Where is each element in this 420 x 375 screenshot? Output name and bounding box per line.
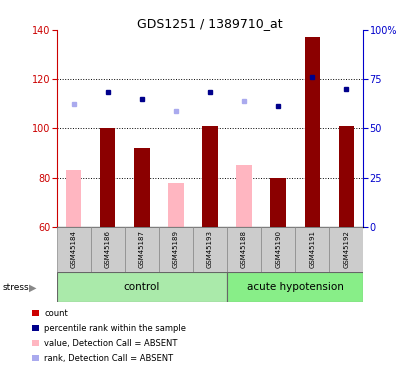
Text: percentile rank within the sample: percentile rank within the sample bbox=[44, 324, 186, 333]
Text: rank, Detection Call = ABSENT: rank, Detection Call = ABSENT bbox=[44, 354, 173, 363]
Bar bbox=[57, 272, 227, 302]
Bar bbox=[236, 165, 252, 227]
Text: count: count bbox=[44, 309, 68, 318]
Bar bbox=[32, 355, 39, 361]
Bar bbox=[168, 183, 184, 227]
Bar bbox=[125, 227, 159, 272]
Text: GSM45186: GSM45186 bbox=[105, 230, 111, 268]
Text: GSM45187: GSM45187 bbox=[139, 230, 145, 268]
Bar bbox=[159, 227, 193, 272]
Text: value, Detection Call = ABSENT: value, Detection Call = ABSENT bbox=[44, 339, 178, 348]
Bar bbox=[32, 325, 39, 331]
Text: GSM45190: GSM45190 bbox=[275, 230, 281, 268]
Bar bbox=[32, 310, 39, 316]
Bar bbox=[100, 128, 116, 227]
Bar bbox=[134, 148, 150, 227]
Bar bbox=[270, 178, 286, 227]
Bar bbox=[295, 227, 329, 272]
Text: stress: stress bbox=[2, 284, 29, 292]
Text: control: control bbox=[123, 282, 160, 292]
Text: GSM45193: GSM45193 bbox=[207, 230, 213, 268]
Bar bbox=[227, 272, 363, 302]
Bar bbox=[91, 227, 125, 272]
Bar bbox=[193, 227, 227, 272]
Text: GSM45184: GSM45184 bbox=[71, 230, 77, 268]
Bar bbox=[261, 227, 295, 272]
Bar bbox=[66, 170, 81, 227]
Text: GSM45191: GSM45191 bbox=[309, 230, 315, 268]
Text: ▶: ▶ bbox=[29, 283, 36, 293]
Text: GSM45192: GSM45192 bbox=[343, 230, 349, 268]
Text: GSM45188: GSM45188 bbox=[241, 230, 247, 268]
Bar bbox=[202, 126, 218, 227]
Bar bbox=[339, 126, 354, 227]
Text: GSM45189: GSM45189 bbox=[173, 230, 179, 268]
Bar bbox=[329, 227, 363, 272]
Bar bbox=[227, 227, 261, 272]
Bar bbox=[57, 227, 91, 272]
Bar bbox=[32, 340, 39, 346]
Bar bbox=[304, 38, 320, 227]
Text: acute hypotension: acute hypotension bbox=[247, 282, 344, 292]
Text: GDS1251 / 1389710_at: GDS1251 / 1389710_at bbox=[137, 17, 283, 30]
